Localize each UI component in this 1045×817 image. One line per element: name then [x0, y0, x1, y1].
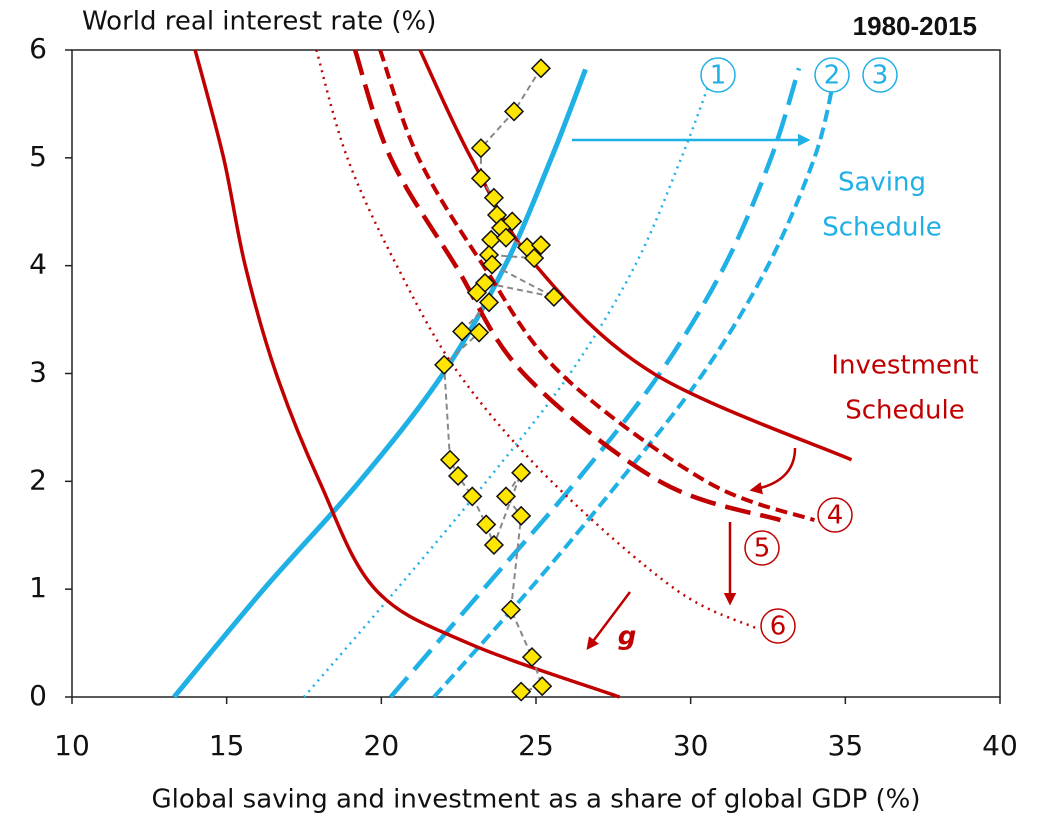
- point: [495, 486, 517, 507]
- point: [530, 58, 552, 79]
- x-tick-label: 10: [54, 729, 90, 762]
- point: [503, 101, 525, 122]
- curve: [193, 49, 621, 699]
- point: [447, 465, 469, 487]
- saving-label: Schedule: [822, 213, 941, 243]
- path-line: [443, 67, 555, 693]
- curve: [172, 68, 588, 699]
- point: [495, 227, 517, 248]
- y-tick-label: 4: [29, 248, 47, 281]
- shift-arrow: [586, 591, 631, 650]
- point: [502, 211, 523, 232]
- point: [470, 138, 491, 159]
- point: [482, 254, 503, 275]
- investment-label: Schedule: [845, 396, 964, 426]
- point: [511, 681, 532, 702]
- curve: [418, 49, 853, 462]
- curve: [388, 67, 802, 699]
- point: [500, 599, 522, 620]
- point: [469, 322, 490, 343]
- period-label: 1980-2015: [853, 11, 977, 41]
- curve-label: 6: [770, 612, 787, 642]
- point: [462, 486, 483, 507]
- y-tick-label: 1: [29, 571, 47, 604]
- point: [466, 282, 487, 303]
- y-tick-label: 2: [29, 463, 47, 496]
- g-label: g: [618, 622, 637, 652]
- point: [434, 354, 455, 375]
- point: [439, 449, 461, 470]
- point: [532, 676, 553, 697]
- point: [511, 462, 532, 483]
- points: [434, 58, 565, 702]
- curve-label-circle: [700, 57, 736, 93]
- y-axis-title: World real interest rate (%): [82, 7, 436, 37]
- point: [476, 514, 497, 535]
- x-axis-title: Global saving and investment as a share …: [151, 785, 920, 815]
- y-tick-label: 5: [29, 140, 47, 173]
- curve-label-circle: [744, 530, 780, 566]
- x-tick-label: 15: [209, 729, 245, 762]
- curve-label: 4: [827, 501, 844, 531]
- point: [524, 248, 545, 269]
- curves: [172, 49, 853, 699]
- x-tick-label: 40: [982, 729, 1018, 762]
- curve-label-circle: [862, 57, 898, 93]
- y-tick-label: 0: [29, 679, 47, 712]
- point: [543, 286, 565, 307]
- curve-label-circle: [760, 608, 796, 644]
- shift-arrow: [749, 447, 797, 495]
- saving-label: Saving: [838, 168, 926, 198]
- y-tick-label: 6: [29, 32, 47, 65]
- point: [452, 321, 473, 342]
- curve-label-circle: [814, 57, 850, 93]
- curve-label-circle: [817, 497, 853, 533]
- curve-label: 3: [872, 61, 889, 91]
- curve: [432, 84, 835, 699]
- x-tick-label: 25: [518, 729, 554, 762]
- point: [470, 168, 491, 189]
- point: [511, 505, 532, 526]
- point: [483, 534, 504, 556]
- x-tick-label: 20: [364, 729, 400, 762]
- point: [478, 292, 500, 313]
- curve: [352, 49, 782, 523]
- point: [483, 187, 504, 208]
- curve-label: 2: [824, 61, 841, 91]
- curve-label: 5: [754, 534, 771, 564]
- point: [530, 235, 552, 256]
- curve-label: 1: [710, 61, 727, 91]
- investment-label: Investment: [831, 351, 978, 381]
- x-tick-label: 30: [673, 729, 709, 762]
- point: [521, 647, 543, 668]
- curve: [378, 49, 816, 523]
- curve: [315, 49, 757, 630]
- y-tick-label: 3: [29, 356, 47, 389]
- x-tick-label: 35: [828, 729, 864, 762]
